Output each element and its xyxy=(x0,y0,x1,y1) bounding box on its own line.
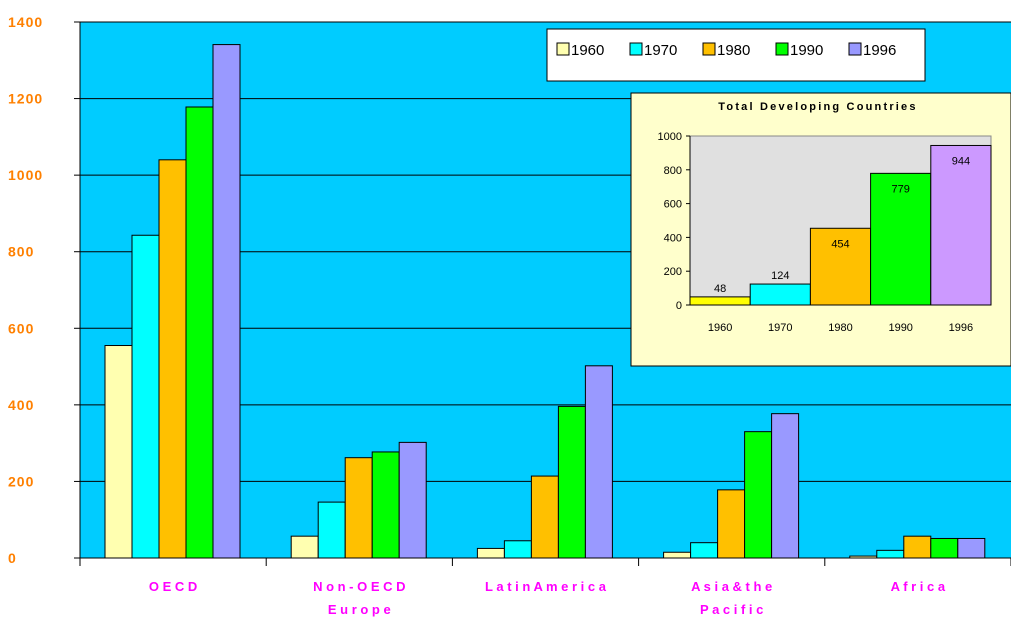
inset-y-tick-label: 800 xyxy=(664,165,682,177)
bar-1960 xyxy=(290,535,319,559)
y-tick-label: 1000 xyxy=(8,167,43,183)
inset-data-label: 779 xyxy=(892,183,910,195)
inset-bar-1990 xyxy=(870,172,932,306)
bar-1996 xyxy=(584,365,613,559)
legend-label: 1980 xyxy=(717,42,750,59)
legend-swatch-1970 xyxy=(629,42,643,56)
inset-x-tick-label: 1980 xyxy=(828,322,852,334)
inset-x-tick-label: 1960 xyxy=(708,322,732,334)
y-tick-label: 1400 xyxy=(8,14,43,30)
bar-1970 xyxy=(131,234,160,559)
inset-bar-1996 xyxy=(930,144,992,306)
inset-bar-1970 xyxy=(749,283,811,306)
inset-bar-1960 xyxy=(689,296,751,306)
y-tick-label: 400 xyxy=(8,397,34,413)
legend: 1960 1970 1980 1990 1996 xyxy=(546,28,926,82)
inset-chart-title: Total Developing Countries xyxy=(718,101,917,113)
bar-1970 xyxy=(317,501,346,559)
inset-bar-1980 xyxy=(809,227,872,306)
bar-1990 xyxy=(185,106,214,559)
legend-swatch-1960 xyxy=(556,42,570,56)
bar-1990 xyxy=(557,405,586,559)
bar-1980 xyxy=(717,489,746,559)
bar-1980 xyxy=(158,159,187,559)
bar-1980 xyxy=(530,475,559,559)
y-tick-label: 0 xyxy=(8,550,17,566)
inset-data-label: 454 xyxy=(831,238,849,250)
bar-1960 xyxy=(104,345,133,559)
legend-swatch-1990 xyxy=(775,42,789,56)
bar-1960 xyxy=(663,551,692,559)
inset-y-tick-label: 600 xyxy=(664,199,682,211)
inset-y-tick-label: 200 xyxy=(664,266,682,278)
legend-swatch-1996 xyxy=(848,42,862,56)
bar-1996 xyxy=(212,44,241,559)
bar-1960 xyxy=(476,547,505,559)
inset-data-label: 124 xyxy=(771,270,789,282)
inset-x-tick-label: 1990 xyxy=(888,322,912,334)
y-tick-label: 1200 xyxy=(8,91,43,107)
inset-x-tick-label: 1996 xyxy=(949,322,973,334)
bar-1996 xyxy=(771,413,800,559)
x-category-label: A s i a & t h e xyxy=(691,579,772,594)
x-category-label: N o n - O E C D xyxy=(313,579,405,594)
y-tick-label: 200 xyxy=(8,473,34,489)
legend-label: 1960 xyxy=(571,42,604,59)
legend-box xyxy=(546,28,926,82)
inset-data-label: 944 xyxy=(952,155,970,167)
x-category-label: P a c i f i c xyxy=(700,602,763,617)
bar-1970 xyxy=(876,549,905,559)
legend-label: 1996 xyxy=(863,42,896,59)
bar-1996 xyxy=(957,537,986,559)
inset-y-tick-label: 400 xyxy=(664,232,682,244)
x-category-label: L a t i n A m e r i c a xyxy=(485,579,607,594)
bar-1996 xyxy=(398,441,427,559)
legend-label: 1990 xyxy=(790,42,823,59)
bar-1980 xyxy=(344,457,373,559)
bar-1980 xyxy=(903,535,932,559)
legend-swatch-1980 xyxy=(702,42,716,56)
x-category-label: O E C D xyxy=(149,579,197,594)
bar-1990 xyxy=(744,431,773,559)
inset-y-tick-label: 1000 xyxy=(658,131,682,143)
legend-label: 1970 xyxy=(644,42,677,59)
bar-1990 xyxy=(371,451,400,559)
inset-x-tick-label: 1970 xyxy=(768,322,792,334)
inset-data-label: 48 xyxy=(714,283,726,295)
x-category-label: A f r i c a xyxy=(891,579,946,594)
inset-y-tick-label: 0 xyxy=(676,300,682,312)
y-tick-label: 600 xyxy=(8,320,34,336)
x-category-label: E u r o p e xyxy=(328,602,391,617)
y-tick-label: 800 xyxy=(8,244,34,260)
bar-1990 xyxy=(930,537,959,559)
bar-1970 xyxy=(690,542,719,559)
bar-1970 xyxy=(503,540,532,559)
